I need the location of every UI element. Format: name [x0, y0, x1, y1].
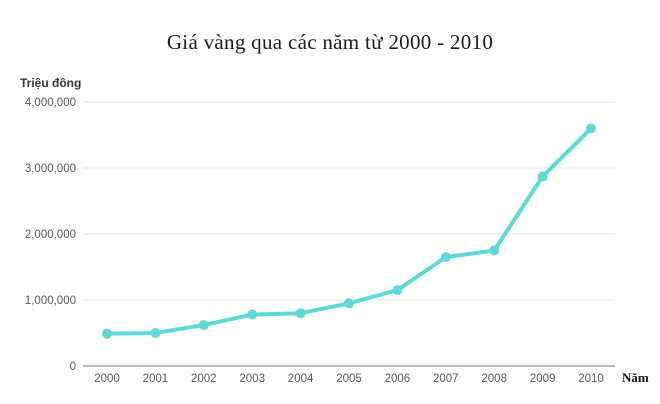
data-point — [586, 123, 596, 134]
data-point — [537, 171, 548, 182]
data-point — [344, 298, 354, 309]
x-tick-label: 2006 — [385, 373, 411, 385]
y-tick-label: 3,000,000 — [25, 163, 76, 175]
data-point — [198, 320, 209, 331]
x-tick-label: 2002 — [191, 373, 217, 385]
data-point — [150, 328, 161, 338]
x-tick-label: 2000 — [94, 373, 120, 385]
data-point — [247, 309, 258, 320]
y-axis-unit-label: Triệu đồng — [20, 76, 82, 90]
y-tick-label: 0 — [70, 361, 76, 373]
data-point — [392, 285, 403, 296]
data-point — [295, 308, 306, 319]
chart-title: Giá vàng qua các năm từ 2000 - 2010 — [166, 30, 494, 54]
y-tick-label: 1,000,000 — [25, 295, 76, 307]
x-tick-label: 2001 — [143, 373, 169, 385]
data-point — [489, 245, 500, 256]
x-tick-label: 2010 — [578, 373, 604, 385]
y-tick-label: 4,000,000 — [25, 97, 76, 109]
x-tick-label: 2005 — [336, 373, 362, 385]
x-axis-unit-label: Năm — [622, 370, 649, 385]
data-point — [440, 252, 451, 263]
x-tick-label: 2009 — [530, 373, 556, 385]
x-tick-label: 2004 — [288, 373, 314, 385]
x-tick-label: 2007 — [433, 373, 459, 385]
x-tick-label: 2003 — [239, 373, 265, 385]
y-tick-label: 2,000,000 — [25, 229, 76, 241]
data-point — [102, 328, 112, 339]
x-tick-label: 2008 — [481, 373, 507, 385]
